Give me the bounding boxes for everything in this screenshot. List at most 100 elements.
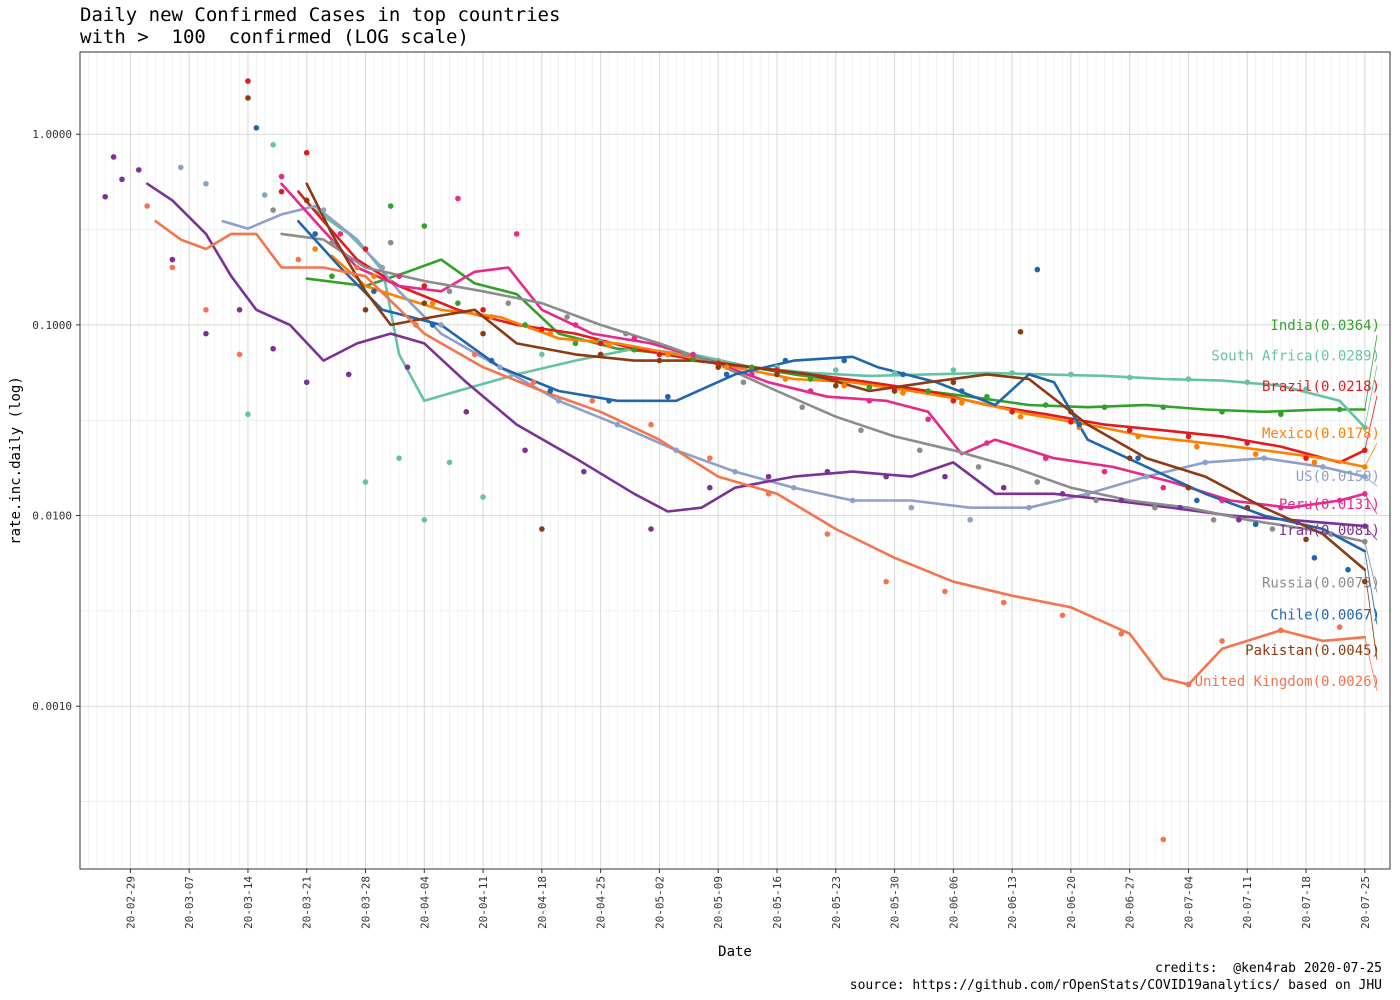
data-point-pakistan xyxy=(715,364,722,370)
data-point-peru xyxy=(278,173,285,180)
data-point-south-africa xyxy=(950,367,957,373)
data-point-us xyxy=(673,447,680,454)
data-point-india xyxy=(329,273,335,280)
data-point-brazil xyxy=(1126,427,1133,434)
data-point-united-kingdom xyxy=(295,256,302,263)
data-point-chile xyxy=(1135,455,1141,461)
data-point-russia xyxy=(270,207,276,213)
series-line-united-kingdom xyxy=(154,219,1367,686)
data-point-brazil xyxy=(1244,440,1251,446)
data-point-russia xyxy=(681,351,688,358)
data-point-iran xyxy=(345,371,352,378)
data-point-brazil xyxy=(303,149,310,156)
credits: credits: @ken4rab 2020-07-25 source: htt… xyxy=(850,960,1382,994)
data-point-us xyxy=(1026,504,1032,511)
data-point-mexico xyxy=(782,376,789,382)
data-point-chile xyxy=(1252,521,1259,528)
data-point-india xyxy=(690,356,696,363)
data-point-brazil xyxy=(1068,419,1074,425)
data-point-us xyxy=(967,516,973,523)
data-point-south-africa xyxy=(1244,379,1251,386)
data-point-pakistan xyxy=(1185,484,1192,491)
data-point-india xyxy=(1336,406,1343,413)
data-point-russia xyxy=(1034,479,1041,485)
data-point-russia xyxy=(505,300,512,306)
data-point-brazil xyxy=(1303,455,1309,461)
x-tick-label: 20-07-25 xyxy=(1359,876,1372,929)
data-point-mexico xyxy=(841,382,847,389)
series-label-india: India(0.0364) xyxy=(1270,318,1380,334)
data-point-pakistan xyxy=(480,330,486,337)
data-point-us xyxy=(908,504,915,511)
x-tick-label: 20-04-18 xyxy=(536,876,549,929)
data-point-iran xyxy=(303,379,310,386)
label-leader-chile xyxy=(1364,551,1378,625)
label-leader-brazil xyxy=(1364,395,1378,451)
x-tick-label: 20-04-11 xyxy=(477,876,490,929)
x-tick-label: 20-06-27 xyxy=(1124,876,1137,929)
axes: 20-02-29 20-03-07 20-03-14 20-03-21 20-03-28… xyxy=(8,51,1391,960)
data-point-brazil xyxy=(1362,447,1368,454)
data-point-peru xyxy=(690,351,696,358)
data-point-united-kingdom xyxy=(354,264,360,271)
y-axis-label: rate.inc.daily (log) xyxy=(8,376,24,545)
data-point-chile xyxy=(665,393,671,400)
series-label-russia: Russia(0.0073) xyxy=(1262,575,1380,591)
data-point-chile xyxy=(1076,421,1083,428)
data-point-us xyxy=(379,264,386,271)
data-point-chile xyxy=(723,371,730,378)
data-point-pakistan xyxy=(362,306,369,313)
data-point-iran xyxy=(522,447,528,454)
data-point-russia xyxy=(916,447,923,454)
y-tick-label: 1.0000 xyxy=(32,128,72,141)
data-point-pakistan xyxy=(303,197,310,204)
x-tick-label: 20-05-30 xyxy=(889,876,902,929)
data-point-south-africa xyxy=(446,459,453,466)
data-point-us xyxy=(1320,464,1326,470)
data-point-pakistan xyxy=(597,351,604,358)
data-point-south-africa xyxy=(891,370,898,376)
data-point-india xyxy=(455,300,461,306)
label-leader-mexico xyxy=(1364,442,1378,468)
data-point-iran xyxy=(707,484,713,491)
data-point-chile xyxy=(371,288,377,295)
data-point-peru xyxy=(396,273,402,280)
data-point-us xyxy=(497,364,503,370)
series-line-india xyxy=(305,258,1367,414)
data-point-peru xyxy=(572,322,579,328)
data-point-chile xyxy=(312,231,318,237)
data-point-united-kingdom xyxy=(530,379,537,386)
data-point-brazil xyxy=(715,360,722,366)
data-point-russia xyxy=(1269,526,1276,532)
x-tick-label: 20-05-23 xyxy=(830,876,843,929)
data-point-us xyxy=(438,322,444,328)
series-line-iran xyxy=(145,182,1367,528)
data-point-iran xyxy=(581,468,587,475)
data-point-us xyxy=(177,164,184,171)
data-point-brazil xyxy=(245,78,251,84)
data-point-iran xyxy=(1236,516,1242,523)
data-point-iran xyxy=(1118,497,1125,504)
x-tick-label: 20-07-18 xyxy=(1300,876,1313,929)
x-tick-label: 20-03-07 xyxy=(183,876,196,929)
data-point-south-africa xyxy=(480,494,486,500)
series-points xyxy=(102,78,1368,843)
data-point-united-kingdom xyxy=(1000,599,1007,606)
data-point-united-kingdom xyxy=(1336,624,1343,630)
data-point-iran xyxy=(236,306,243,313)
data-point-pakistan xyxy=(950,379,957,386)
data-point-peru xyxy=(631,335,638,342)
data-point-chile xyxy=(958,388,965,394)
data-point-iran xyxy=(169,256,176,263)
data-point-peru xyxy=(1219,497,1225,504)
data-point-us xyxy=(849,497,856,504)
data-point-pakistan xyxy=(832,382,839,389)
grid xyxy=(79,52,1391,869)
data-point-india xyxy=(1160,404,1167,411)
data-point-iran xyxy=(119,176,125,183)
data-point-peru xyxy=(513,231,520,237)
data-point-chile xyxy=(488,357,495,364)
plot-border xyxy=(79,51,1391,870)
data-point-iran xyxy=(404,364,411,370)
data-point-brazil xyxy=(1009,409,1015,415)
